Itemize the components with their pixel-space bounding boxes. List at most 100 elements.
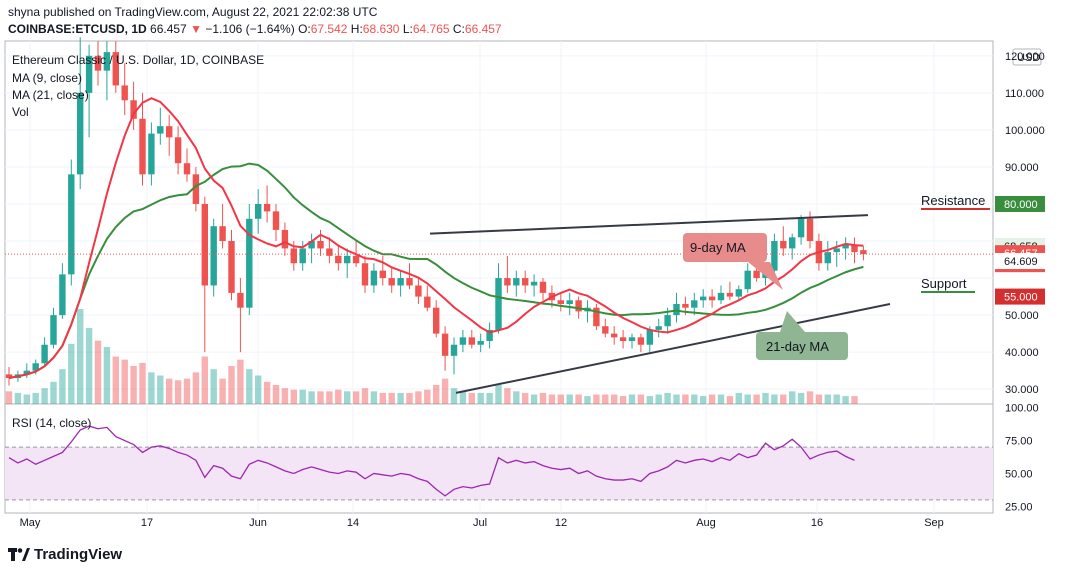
time-axis[interactable]: May 17 Jun 14 Jul 12 Aug 16 Sep [20, 517, 944, 529]
candle-body [789, 237, 796, 249]
volume-bar [210, 369, 217, 404]
candle-body [753, 270, 760, 279]
price-tick-label: 110.000 [1005, 88, 1044, 100]
candle-body [726, 292, 734, 297]
volume-bar [628, 394, 636, 404]
brand[interactable]: TradingView [8, 546, 122, 563]
volume-bar [682, 394, 689, 404]
candle-body [246, 218, 253, 308]
volume-bar [174, 380, 182, 404]
ma9-callout[interactable]: 9-day MA [683, 233, 783, 290]
candle-body [682, 303, 689, 308]
volume-bar [708, 394, 716, 404]
rsi-tick-label: 50.00 [1005, 468, 1033, 480]
candle-body [255, 203, 262, 219]
ma9-tag: 9-day MA [690, 240, 746, 255]
volume-bar [611, 394, 618, 404]
price-tick-label: 50.000 [1005, 310, 1039, 322]
candle-body [174, 137, 182, 164]
volume-bar [183, 378, 191, 404]
volume-bar [94, 340, 102, 404]
volume-bar [246, 369, 253, 404]
price-tick-label: 40.000 [1005, 347, 1039, 359]
candle-body [771, 241, 778, 271]
volume-bar [433, 385, 440, 404]
brand-name: TradingView [34, 546, 123, 563]
candle-body [139, 118, 146, 175]
volume-bar [370, 391, 378, 404]
channel-upper-line[interactable] [429, 214, 869, 235]
candle-body [611, 333, 618, 338]
candle-body [522, 278, 529, 286]
ma9-line [8, 97, 864, 380]
volume-bar [344, 391, 351, 404]
volume-bar [700, 396, 707, 404]
candle-body [504, 278, 511, 286]
rsi-tick-label: 75.00 [1005, 436, 1033, 448]
last-price: 66.457 [150, 22, 187, 36]
rsi-axis[interactable]: 100.00 75.00 50.00 25.00 [1005, 403, 1039, 514]
volume-bar [130, 366, 137, 404]
volume-bar [548, 394, 556, 404]
candle-body [602, 326, 609, 334]
resistance-level-label: 80.000 [1004, 199, 1038, 211]
candle-body [744, 270, 751, 290]
candle-body [842, 244, 849, 249]
candle-body [272, 211, 280, 230]
volume-bar [691, 394, 698, 404]
volume-bar [290, 389, 297, 404]
volume-bar [789, 391, 796, 404]
ma21-tag: 21-day MA [766, 339, 829, 354]
candle-body [459, 337, 467, 345]
candle-body [424, 296, 431, 308]
channel-lower-line[interactable] [455, 303, 891, 394]
time-tick-label: Sep [924, 517, 944, 529]
candle-body [281, 229, 289, 249]
candle-body [68, 174, 75, 275]
volume-bar [192, 372, 200, 404]
volume-bar [32, 392, 39, 404]
candle-body [326, 248, 333, 256]
volume-bar [85, 328, 93, 404]
volume-bar [797, 392, 805, 404]
candle-body [361, 263, 369, 286]
volume-bar [237, 359, 244, 404]
price-axis[interactable]: 120.000 110.000 100.000 90.000 50.000 40.000 3… [995, 51, 1047, 396]
candle-body [290, 248, 297, 264]
currency-button-frame[interactable] [1012, 48, 1042, 66]
candle-body [299, 248, 306, 264]
volume-bar [424, 389, 431, 404]
candle-body [780, 241, 787, 249]
volume-bar [41, 388, 48, 404]
rsi-legend: RSI (14, close) [12, 416, 91, 430]
candle-body [23, 370, 30, 375]
candle-body [860, 250, 867, 255]
resistance-label: Resistance [921, 193, 985, 208]
candle-body [513, 278, 520, 286]
candle-body [477, 341, 484, 345]
open-label: O: [298, 22, 311, 36]
candle-body [210, 226, 217, 286]
volume-bar [744, 394, 751, 404]
candle-body [130, 100, 137, 119]
volume-bar [539, 392, 547, 404]
candle-body [557, 300, 564, 304]
volume-bar [326, 391, 333, 404]
candle-body [566, 300, 573, 304]
candle-body [166, 126, 173, 138]
volume-bar [388, 392, 395, 404]
volume-bar [513, 391, 520, 404]
symbol-name[interactable]: COINBASE:ETCUSD, 1D [8, 22, 147, 36]
currency-button[interactable]: USD [1017, 52, 1040, 64]
candle-body [41, 344, 48, 364]
legend-vol: Vol [12, 105, 29, 119]
candle-body [397, 278, 404, 286]
volume-bar [735, 392, 742, 404]
volume-bar [753, 394, 760, 404]
volume-bar [619, 396, 627, 404]
candle-body [530, 281, 538, 286]
low-label: L: [402, 22, 413, 36]
ma21-callout[interactable]: 21-day MA [756, 311, 848, 360]
tradingview-logo-icon [8, 547, 30, 562]
